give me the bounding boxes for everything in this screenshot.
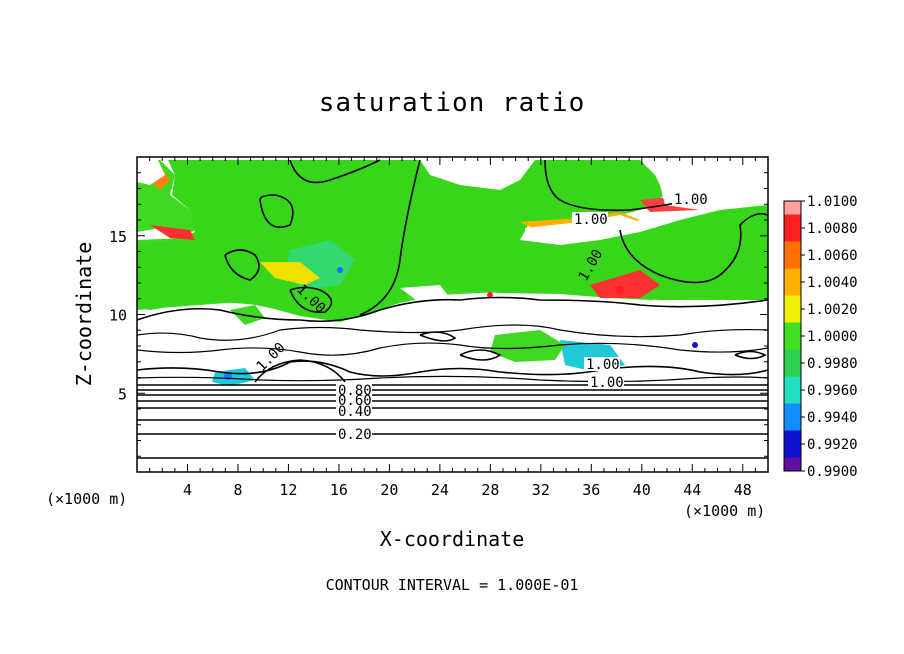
colorbar-swatch (784, 430, 801, 445)
contour-line-upper-5 (619, 212, 768, 284)
contour-line-upper-4 (259, 194, 294, 228)
x-tick-label: 8 (233, 481, 242, 499)
contour-line-ring-3 (734, 350, 767, 360)
contour-line-mid-2 (137, 342, 768, 356)
field-cyan-small (212, 368, 255, 386)
colorbar-swatch (784, 336, 801, 350)
field-white-patch-1 (525, 215, 640, 245)
colorbar-swatch (784, 214, 801, 229)
colorbar-swatch (784, 417, 801, 431)
contour-label-11: 0.20 (338, 427, 372, 443)
y-tick-label: 15 (109, 228, 127, 246)
x-tick-label: 12 (279, 481, 297, 499)
field-yellow-edge (260, 262, 320, 285)
colorbar-swatch (784, 282, 801, 296)
colorbar-swatch (784, 295, 801, 310)
x-tick-label: 36 (582, 481, 600, 499)
contour-label-10: 0.40 (338, 404, 372, 420)
x-tick-label: 32 (532, 481, 550, 499)
x-unit-label-left: (×1000 m) (46, 490, 128, 508)
field-white-patch-2 (650, 160, 768, 210)
colorbar-label: 1.0020 (807, 302, 858, 318)
colorbar-swatch (784, 241, 801, 256)
x-unit-label-right: (×1000 m) (684, 502, 766, 520)
field-red-dot-1 (487, 292, 493, 298)
colorbar-label: 1.0100 (807, 194, 858, 210)
colorbar-label: 0.9960 (807, 383, 858, 399)
field-white-patch-3 (137, 160, 165, 185)
colorbar: 1.0100 1.0080 1.0060 1.0040 1.0020 1.0000 0.99… (783, 194, 858, 480)
contour-label-1: 1.00 (674, 192, 708, 208)
contour-line-dome (254, 359, 346, 383)
field-blue-dot-3 (692, 342, 698, 348)
contour-label-bg-1 (672, 192, 708, 206)
colorbar-swatch (784, 309, 801, 323)
color-field (137, 160, 768, 386)
colorbar-label: 0.9980 (807, 356, 858, 372)
colorbar-swatch (784, 376, 801, 391)
field-white-patch-4 (400, 285, 450, 303)
contour-label-bg-6 (584, 357, 620, 371)
contour-line-ring-2 (459, 349, 502, 361)
contour-label-bg-8 (336, 383, 372, 396)
colorbar-label: 1.0080 (807, 221, 858, 237)
contour-label-6: 1.00 (586, 357, 620, 373)
colorbar-label: 1.0060 (807, 248, 858, 264)
contour-lines (137, 159, 768, 459)
x-tick-label: 24 (431, 481, 449, 499)
field-red-edge-2 (590, 270, 660, 298)
colorbar-swatch (784, 255, 801, 269)
x-tick-label: 4 (183, 481, 192, 499)
contour-line-mid-1 (137, 324, 768, 341)
contour-label-7: 1.00 (590, 375, 624, 391)
colorbar-swatch (784, 349, 801, 364)
y-tick-label: 5 (118, 385, 127, 403)
colorbar-swatch (784, 390, 801, 404)
y-tick-label: 10 (109, 307, 127, 325)
contour-line-base-1 (137, 296, 768, 323)
colorbar-label: 0.9940 (807, 410, 858, 426)
x-tick-label: 20 (380, 481, 398, 499)
field-blue-dot-1 (337, 267, 343, 273)
colorbar-label: 1.0000 (807, 329, 858, 345)
field-red-dot-2 (616, 286, 624, 294)
colorbar-label: 0.9920 (807, 437, 858, 453)
contour-line-upper-2 (359, 159, 421, 316)
contour-line-ring-1 (419, 331, 457, 342)
field-green-lower (490, 330, 565, 362)
x-tick-label: 44 (683, 481, 701, 499)
contour-line-mid-3 (137, 360, 768, 377)
contour-line-mid-4 (137, 375, 768, 383)
x-tick-label: 48 (734, 481, 752, 499)
contour-line-upper-7 (289, 286, 333, 314)
colorbar-swatch (784, 444, 801, 458)
chart-title: saturation ratio (318, 88, 586, 118)
x-tick-label: 40 (633, 481, 651, 499)
contour-label-bg-11 (336, 427, 372, 441)
field-red-edge-1 (150, 225, 195, 240)
colorbar-swatch (784, 457, 801, 472)
contour-label-bg-10 (336, 405, 372, 418)
contour-label-bg-9 (336, 395, 372, 407)
colorbar-swatch (784, 322, 801, 337)
colorbar-swatch (784, 363, 801, 377)
colorbar-label: 0.9900 (807, 464, 858, 480)
colorbar-swatch (784, 268, 801, 283)
colorbar-label: 1.0040 (807, 275, 858, 291)
contour-interval-note: CONTOUR INTERVAL = 1.000E-01 (325, 576, 579, 594)
x-tick-label: 28 (481, 481, 499, 499)
contour-label-bg-2 (572, 212, 608, 226)
contour-label-2: 1.00 (574, 212, 608, 228)
x-tick-label: 16 (330, 481, 348, 499)
x-axis-label: X-coordinate (379, 527, 525, 551)
contour-label-bg-7 (588, 375, 624, 389)
colorbar-swatch (784, 403, 801, 418)
contour-line-upper-1 (289, 159, 381, 184)
colorbar-swatch (784, 201, 801, 215)
contour-line-upper-6 (224, 249, 260, 281)
colorbar-swatch (784, 228, 801, 242)
contour-line-upper-3 (544, 159, 691, 212)
